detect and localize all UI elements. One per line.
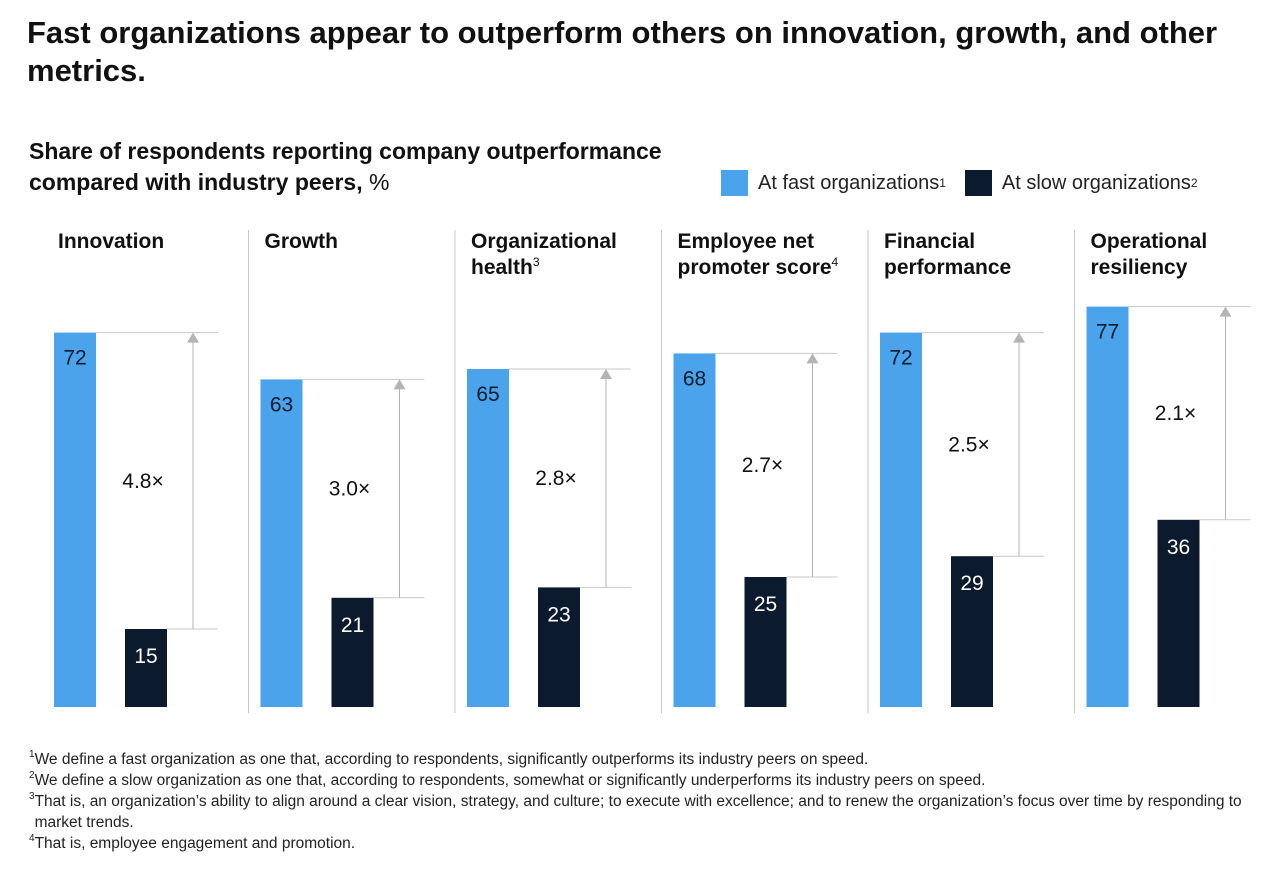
category-label-sup: 3 <box>533 255 540 269</box>
bar-fast-value: 68 <box>683 367 706 390</box>
bar-slow <box>951 556 993 707</box>
footnote-number: 3 <box>29 791 35 802</box>
footnotes: 1 We define a fast organization as one th… <box>29 749 1259 854</box>
bar-slow <box>1157 519 1200 707</box>
legend-item-slow: At slow organizations 2 <box>964 170 1198 196</box>
category-label: Employee net promoter score4 <box>678 230 839 279</box>
ratio-label: 2.8× <box>535 467 576 490</box>
footnote-text: That is, an organization’s ability to al… <box>34 793 1242 831</box>
bar-fast-value: 65 <box>476 383 499 406</box>
footnote-text: We define a fast organization as one tha… <box>34 751 869 768</box>
bar-fast <box>880 332 922 707</box>
footnote-2: 2 We define a slow organization as one th… <box>29 770 1259 791</box>
ratio-arrow-head <box>806 353 819 364</box>
ratio-arrow-head <box>600 369 612 379</box>
ratio-label: 2.5× <box>948 433 989 456</box>
category-label-line2: performance <box>884 256 1011 279</box>
bar-slow <box>538 587 580 707</box>
chart-title: Fast organizations appear to outperform … <box>27 15 1218 88</box>
category-label-line1: Operational <box>1091 230 1208 253</box>
footnote-3: 3 That is, an organization’s ability to a… <box>29 791 1259 833</box>
category-label-line1: Growth <box>265 230 339 253</box>
bar-slow-value: 36 <box>1167 536 1190 559</box>
ratio-arrow-head <box>1219 306 1232 317</box>
bar-fast-value: 77 <box>1096 321 1119 344</box>
category-label: Growth <box>265 230 339 253</box>
bar-slow-value: 21 <box>341 614 364 637</box>
bar-fast <box>260 379 303 707</box>
legend-swatch-fast <box>721 170 748 196</box>
bar-slow-value: 23 <box>547 603 570 626</box>
bar-fast-value: 72 <box>63 347 86 370</box>
legend-sup-slow: 2 <box>1190 176 1198 190</box>
ratio-arrow-head <box>393 379 406 390</box>
footnote-4: 4 That is, employee engagement and promot… <box>29 833 1259 854</box>
category-label-line2: promoter score <box>678 256 832 279</box>
category-label: Operational resiliency <box>1091 230 1208 279</box>
legend-label-slow: At slow organizations <box>1001 171 1191 194</box>
category-label: Financial performance <box>884 230 1011 279</box>
ratio-label: 2.1× <box>1155 402 1196 425</box>
footnote-text: That is, employee engagement and promoti… <box>34 835 356 852</box>
bar-fast-value: 63 <box>270 393 293 416</box>
bar-slow-value: 15 <box>134 645 157 668</box>
ratio-arrow-head <box>1013 332 1025 343</box>
legend-item-fast: At fast organizations 1 <box>721 170 946 196</box>
category-label-line1: Employee net <box>678 230 815 253</box>
legend-label-fast: At fast organizations <box>758 171 940 194</box>
subtitle-text: Share of respondents reporting company o… <box>29 138 662 195</box>
legend-swatch-slow <box>964 170 992 196</box>
category-label-line1: Organizational <box>471 230 617 253</box>
bar-fast <box>467 369 509 707</box>
bar-fast-value: 72 <box>889 347 912 370</box>
ratio-label: 4.8× <box>122 470 163 493</box>
category-label-line1: Innovation <box>58 230 164 253</box>
category-label: Organizational health3 <box>471 230 617 279</box>
bar-fast <box>1086 306 1129 707</box>
footnote-number: 1 <box>29 749 35 760</box>
footnote-1: 1 We define a fast organization as one th… <box>29 749 1259 770</box>
category-label-line1: Financial <box>884 230 975 253</box>
subtitle-unit: % <box>362 169 390 195</box>
ratio-label: 2.7× <box>742 454 783 477</box>
bar-fast <box>673 353 716 707</box>
footnote-number: 2 <box>29 770 35 781</box>
legend-sup-fast: 1 <box>939 176 946 190</box>
legend: At fast organizations 1 At slow organizat… <box>721 170 1217 196</box>
bar-chart: Innovation 72 15 4.8× Growth 63 21 3.0× Organiza… <box>54 230 1251 713</box>
bar-slow-value: 25 <box>754 593 777 616</box>
category-label: Innovation <box>58 230 164 253</box>
category-label-sup: 4 <box>832 255 839 269</box>
bar-slow <box>331 597 374 707</box>
category-label-line2: resiliency <box>1091 256 1188 279</box>
bar-slow <box>744 577 787 707</box>
bar-fast <box>54 332 96 707</box>
category-label-line2: health <box>471 256 533 279</box>
ratio-arrow-head <box>187 332 199 343</box>
chart-subtitle: Share of respondents reporting company o… <box>29 136 669 198</box>
footnote-number: 4 <box>29 833 35 844</box>
footnote-text: We define a slow organization as one tha… <box>34 772 986 789</box>
bar-slow <box>125 629 167 707</box>
ratio-label: 3.0× <box>329 478 370 501</box>
bar-slow-value: 29 <box>960 572 983 595</box>
